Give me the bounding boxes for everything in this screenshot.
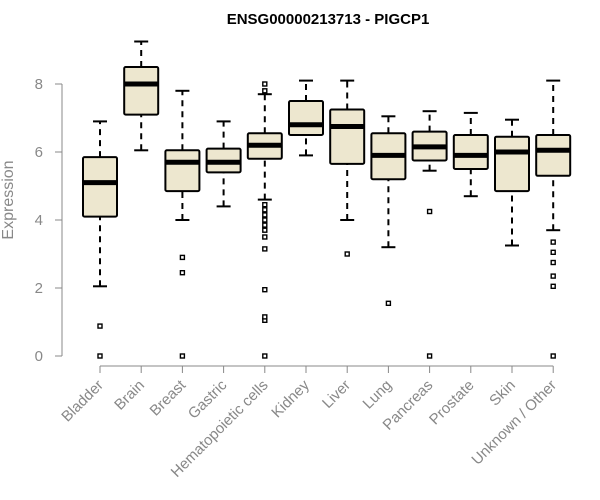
outlier-point [262, 222, 268, 228]
y-tick-label: 8 [35, 76, 43, 93]
box-group [452, 111, 489, 198]
outlier-point [262, 217, 268, 223]
outlier-point [97, 353, 103, 359]
outlier-point [262, 207, 268, 213]
box-group [411, 110, 448, 359]
box-iqr [164, 149, 201, 193]
box-group [370, 115, 407, 306]
outlier-point [179, 353, 186, 359]
x-tick-label: Lung [360, 377, 396, 413]
outlier-point [262, 212, 268, 218]
x-tick-label: Skin [486, 377, 519, 410]
outlier-point [262, 353, 268, 359]
chart-title: ENSG00000213713 - PIGCP1 [227, 11, 430, 28]
box-group [494, 118, 530, 247]
outlier-point [550, 353, 556, 359]
outlier-point [97, 323, 103, 329]
x-tick-label: Liver [319, 377, 354, 412]
box-iqr [82, 156, 118, 218]
outlier-point [262, 201, 268, 208]
outlier-point [385, 300, 392, 306]
y-tick-label: 0 [35, 348, 43, 365]
y-axis: 0 2 4 6 8 [35, 76, 63, 365]
outlier-point [550, 283, 556, 289]
box-iqr [329, 108, 366, 165]
box-group [164, 89, 201, 359]
box-iqr [494, 135, 530, 193]
outlier-point [426, 208, 433, 215]
outlier-point [262, 81, 268, 87]
outlier-point [426, 353, 433, 359]
y-tick-label: 6 [35, 144, 43, 161]
y-axis-label: Expression [0, 160, 17, 239]
x-tick-label: Brain [111, 377, 148, 414]
outlier-point [262, 234, 268, 240]
box-group [123, 40, 160, 152]
x-tick-label: Kidney [268, 376, 313, 421]
box-group [329, 79, 366, 257]
box-group [535, 79, 572, 359]
outlier-point [262, 246, 268, 252]
box-group [246, 81, 283, 359]
y-tick-label: 4 [35, 212, 43, 229]
x-tick-label: Bladder [58, 377, 107, 426]
x-tick-label: Breast [147, 376, 190, 419]
outlier-point [550, 273, 556, 279]
outlier-point [262, 287, 268, 293]
box-group [288, 79, 324, 157]
box-iqr [288, 100, 324, 136]
outlier-point [262, 88, 268, 94]
outlier-point [550, 249, 556, 256]
outlier-point [179, 270, 186, 276]
box-iqr [535, 134, 572, 177]
box-iqr [452, 134, 489, 170]
outlier-point [550, 259, 556, 266]
outlier-point [344, 251, 350, 257]
outlier-point [262, 227, 268, 233]
boxes-group [82, 40, 572, 359]
box-group [82, 120, 118, 359]
outlier-point [262, 314, 268, 320]
outlier-point [550, 239, 556, 245]
y-tick-label: 2 [35, 280, 43, 297]
box-group [205, 120, 242, 208]
outlier-point [179, 254, 186, 261]
x-tick-label: Prostate [426, 377, 478, 429]
box-iqr [123, 66, 160, 116]
